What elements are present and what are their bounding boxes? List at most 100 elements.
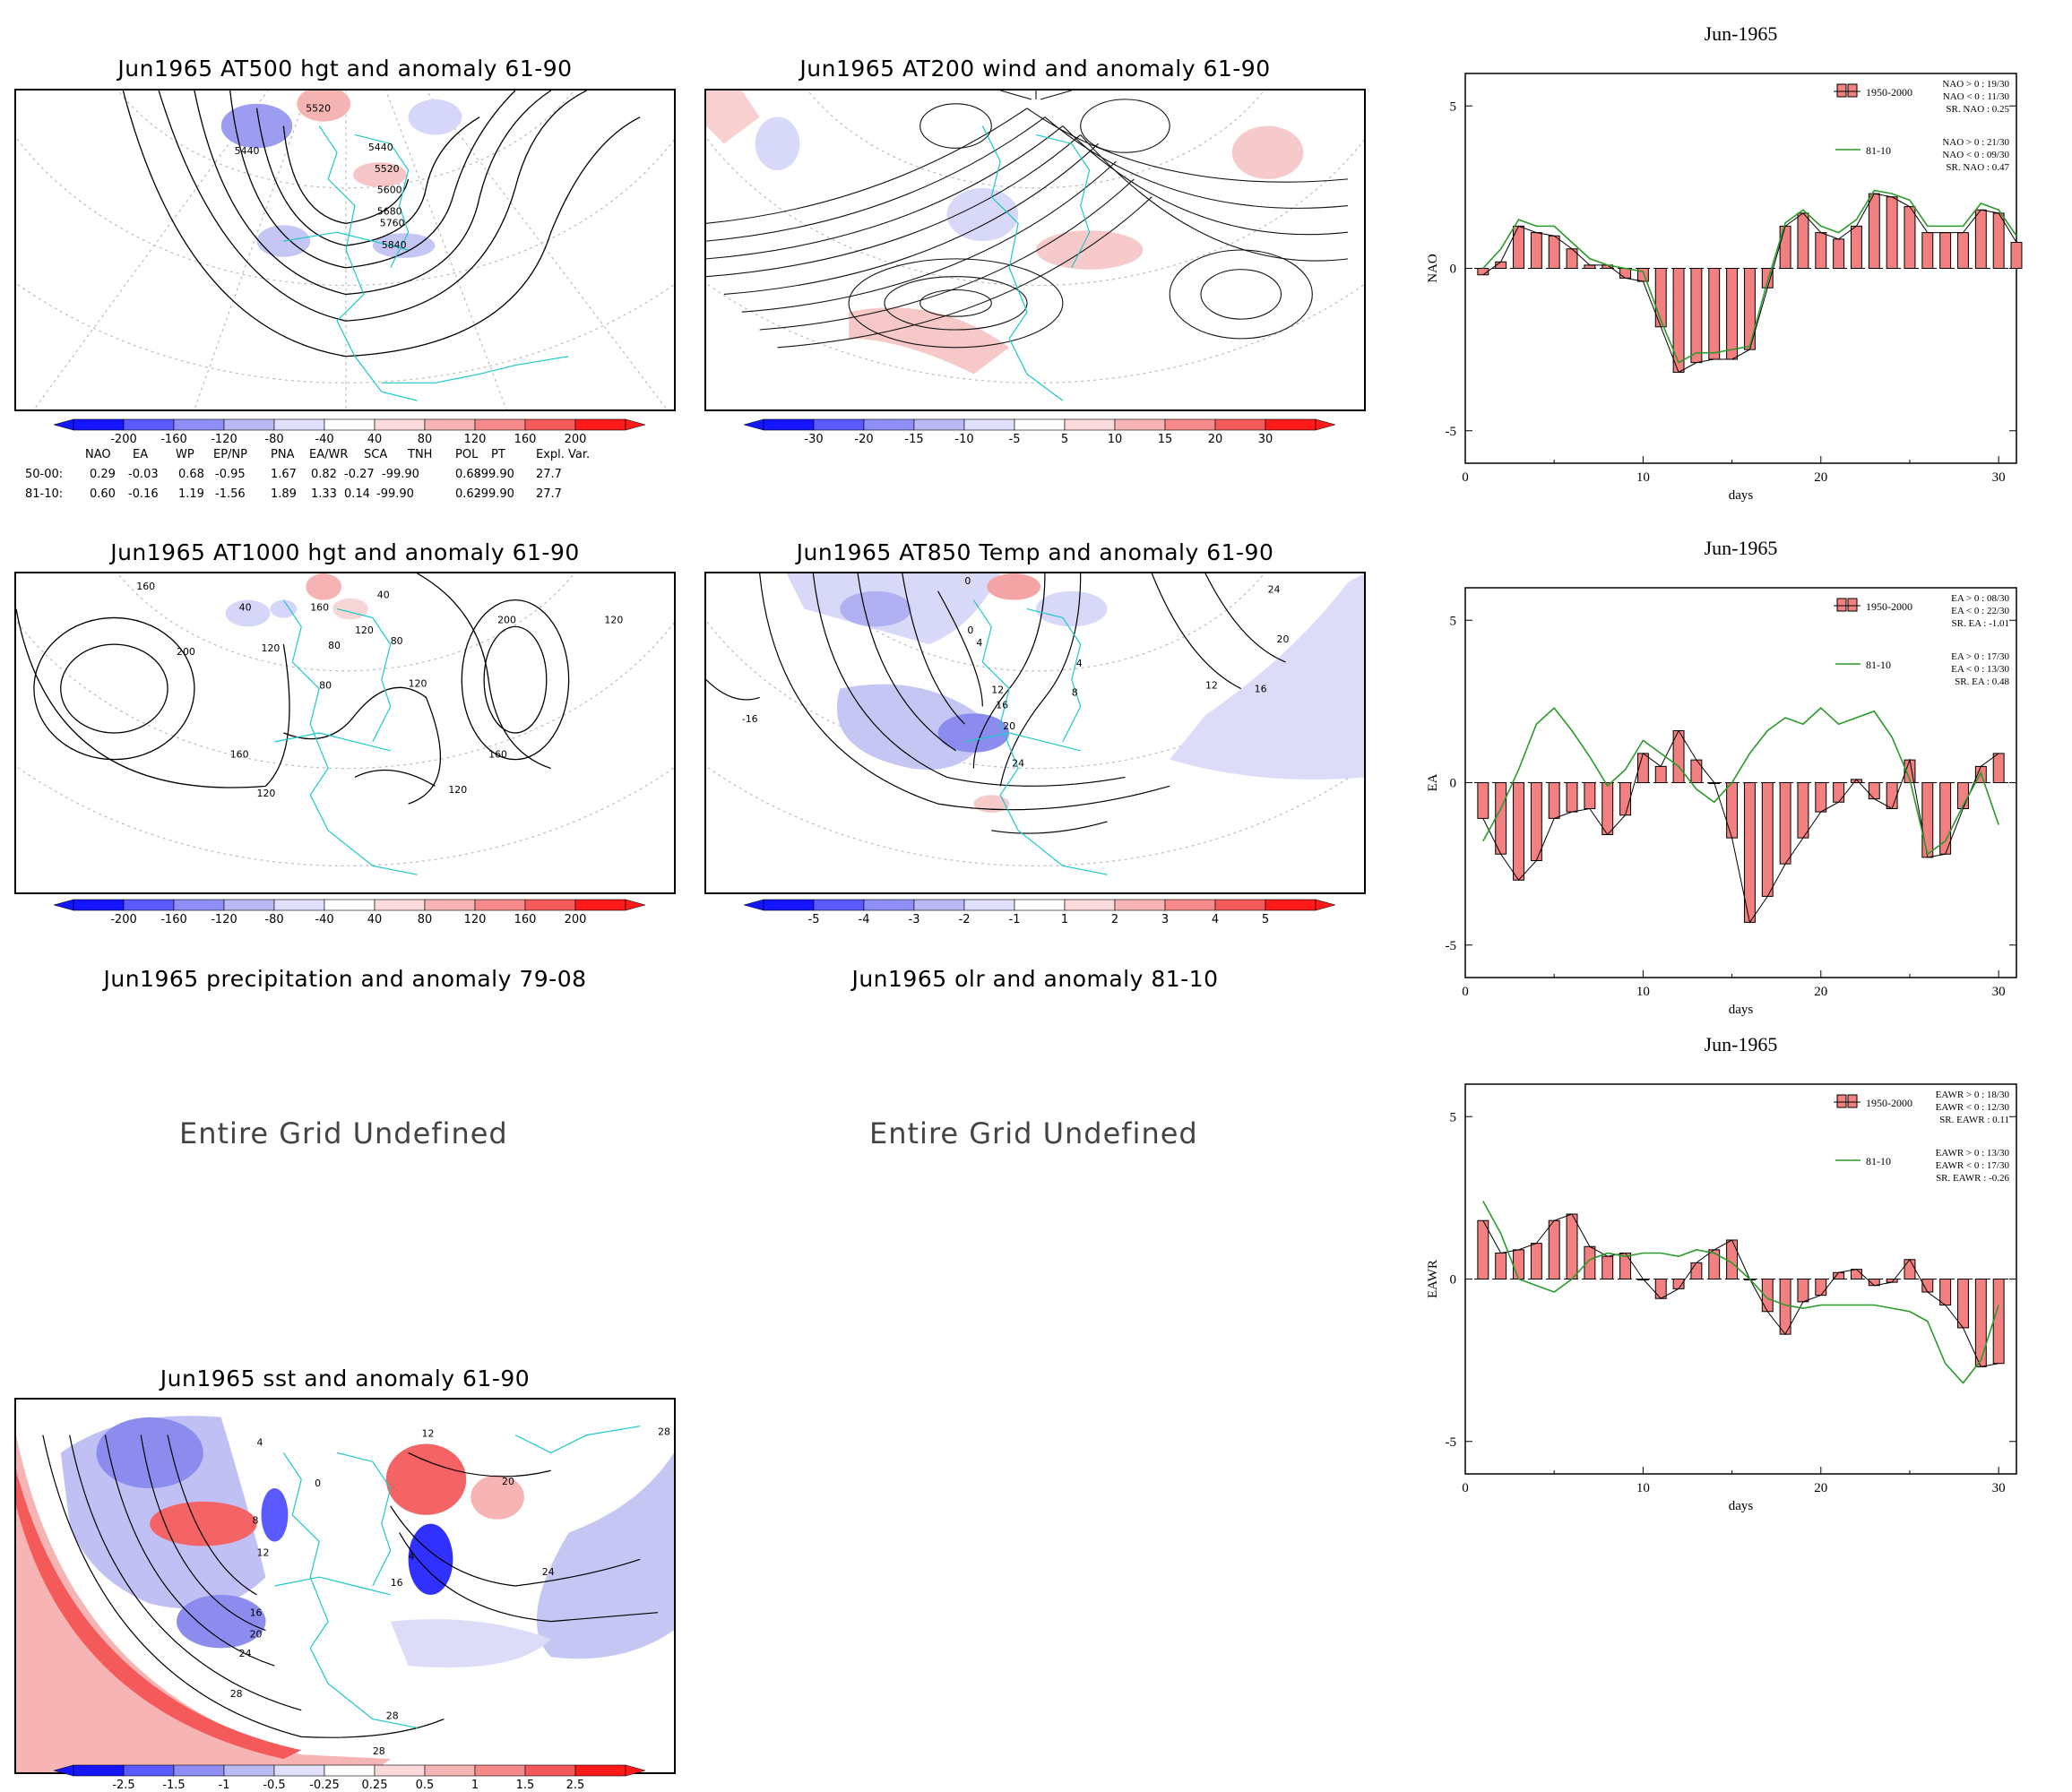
eof-table-row: 81-10: 0.60 -0.16 1.19 -1.56 1.89 1.33 0… <box>25 487 562 501</box>
colorbar-segment <box>963 418 1015 431</box>
colorbar-segment <box>813 418 865 431</box>
colorbar-arrow-left <box>744 418 764 431</box>
legend-stat: SR. EA : 0.48 <box>1955 676 2009 687</box>
legend-label: 81-10 <box>1866 1155 1891 1167</box>
x-tick-label: 10 <box>1636 985 1650 999</box>
colorbar-segment <box>524 899 576 911</box>
u200-map <box>704 89 1366 411</box>
colorbar-segment <box>1064 899 1116 911</box>
svg-text:8: 8 <box>1072 686 1078 698</box>
bar <box>1566 1213 1578 1279</box>
svg-text:16: 16 <box>250 1607 263 1619</box>
z1000-map: 160 40 160 40 80 120 200 120 80 200 120 … <box>14 572 676 894</box>
legend-stat: EA < 0 : 13/30 <box>1951 664 2009 675</box>
bar <box>1548 235 1560 269</box>
svg-text:8: 8 <box>253 1515 259 1527</box>
svg-text:120: 120 <box>355 625 374 636</box>
legend-stat: NAO > 0 : 19/30 <box>1942 79 2009 90</box>
svg-text:80: 80 <box>391 635 403 647</box>
colorbar-tick-label: -80 <box>264 913 283 926</box>
bar <box>1548 782 1560 819</box>
colorbar-segment <box>1114 899 1166 911</box>
y-tick-label: 0 <box>1450 1273 1457 1288</box>
x-tick-label: 0 <box>1462 470 1469 485</box>
x-tick-label: 20 <box>1814 470 1827 485</box>
colorbar-tick-label: -15 <box>904 433 923 446</box>
svg-text:24: 24 <box>239 1648 252 1659</box>
z500-contour-label: 5520 <box>375 163 400 175</box>
colorbar-tick-label: -1.5 <box>162 1779 185 1790</box>
legend-stat: SR. NAO : 0.25 <box>1946 104 2009 115</box>
x-axis-label: days <box>1729 1499 1754 1513</box>
bar <box>1815 232 1827 269</box>
y-axis-label: NAO <box>1426 254 1440 283</box>
bar <box>1654 1279 1667 1299</box>
svg-text:28: 28 <box>386 1710 399 1722</box>
legend-bar-swatch <box>1847 83 1858 98</box>
t850-title: Jun1965 AT850 Temp and anomaly 61-90 <box>796 539 1274 565</box>
colorbar-tick-label: 2.5 <box>566 1779 585 1790</box>
colorbar-segment <box>1064 418 1116 431</box>
bar <box>1939 1279 1952 1305</box>
eof-header: EA/WR <box>309 448 349 461</box>
bar <box>1477 1219 1489 1279</box>
legend-bar-swatch <box>1836 83 1847 98</box>
colorbar-arrow-left <box>54 1764 74 1777</box>
colorbar-arrow-right <box>1315 418 1335 431</box>
colorbar-tick-label: -200 <box>110 913 137 926</box>
svg-text:0: 0 <box>315 1478 321 1489</box>
legend-stat: SR. EA : -1.01 <box>1952 618 2009 629</box>
bar <box>1921 232 1934 269</box>
svg-text:120: 120 <box>257 788 276 799</box>
bar <box>1797 212 1809 269</box>
z500-contour-label: 5440 <box>235 145 260 157</box>
colorbar-segment <box>863 418 915 431</box>
colorbar-tick-label: -10 <box>954 433 973 446</box>
bar <box>1833 1271 1845 1279</box>
svg-text:120: 120 <box>604 614 623 625</box>
colorbar-segment <box>813 899 865 911</box>
colorbar-segment <box>73 418 125 431</box>
z500-contour-label: 5520 <box>306 103 331 115</box>
svg-text:120: 120 <box>409 678 427 690</box>
svg-text:160: 160 <box>230 749 249 761</box>
z500-contour-label: 5440 <box>368 142 393 153</box>
z500-contour-label: 5840 <box>382 239 407 251</box>
eof-header: POL <box>455 448 479 461</box>
legend-stat: SR. EAWR : -0.26 <box>1936 1173 2009 1184</box>
colorbar-segment <box>1014 899 1066 911</box>
colorbar-tick-label: -5 <box>808 913 820 926</box>
svg-text:12: 12 <box>991 685 1004 696</box>
bar-line <box>1482 729 1999 924</box>
x-tick-label: 30 <box>1992 985 2006 999</box>
sst-map: 4 8 12 16 20 24 28 28 28 12 20 24 28 4 0… <box>14 1398 676 1774</box>
eof-header: EA <box>133 448 149 461</box>
colorbar-segment <box>424 899 476 911</box>
colorbar-tick-label: 120 <box>464 913 487 926</box>
svg-text:16: 16 <box>996 699 1008 711</box>
bar-line <box>1482 193 2017 374</box>
t850-map: 0 4 0 12 16 20 24 -16 12 16 20 24 8 4 <box>704 572 1366 894</box>
bar <box>1974 209 1987 269</box>
bar <box>1761 782 1774 897</box>
colorbar-segment <box>324 418 376 431</box>
bar <box>1513 782 1524 881</box>
x-tick-label: 10 <box>1636 1481 1650 1495</box>
colorbar-tick-label: -160 <box>160 433 187 446</box>
colorbar-segment <box>273 1764 325 1777</box>
bar <box>1851 1269 1862 1279</box>
colorbar-tick-label: -120 <box>211 433 237 446</box>
colorbar-segment <box>474 899 526 911</box>
svg-text:28: 28 <box>658 1426 670 1438</box>
sst-colorbar: -2.5 -1.5 -1 -0.5 -0.25 0.25 0.5 1 1.5 2.5 <box>54 1764 645 1790</box>
colorbar-segment <box>424 1764 476 1777</box>
z1000-title: Jun1965 AT1000 hgt and anomaly 61-90 <box>110 539 580 565</box>
bar <box>1779 782 1791 865</box>
bar <box>1851 225 1862 269</box>
bar <box>1601 1255 1614 1279</box>
bar <box>1726 268 1739 360</box>
y-axis-label: EA <box>1426 773 1440 791</box>
bar <box>1636 753 1649 783</box>
colorbar-tick-label: 3 <box>1161 913 1169 926</box>
colorbar-segment <box>173 899 225 911</box>
